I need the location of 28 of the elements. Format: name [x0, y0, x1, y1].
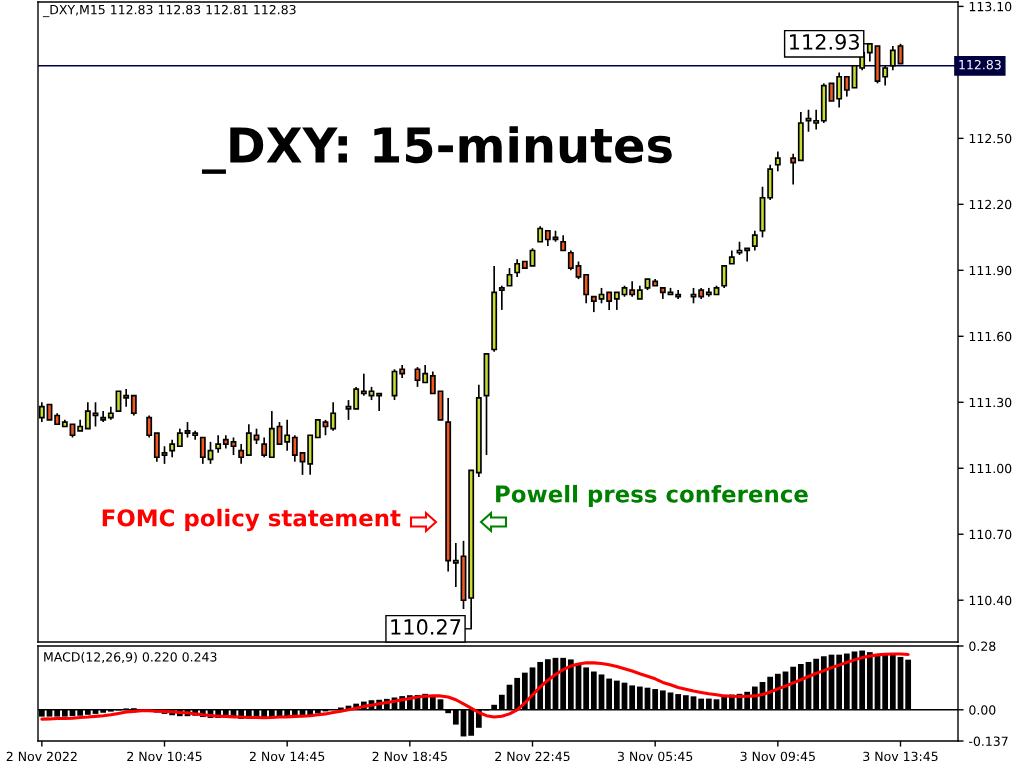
annotation: FOMC policy statement — [102, 508, 401, 532]
chart-title: MACD(12,26,9) 0.220 0.243 — [44, 651, 217, 664]
y-tick-label: 0.28 — [969, 641, 996, 651]
y-tick-label: 111.60 — [969, 331, 1012, 342]
y-tick-label: 113.10 — [969, 1, 1012, 12]
x-tick-label: 3 Nov 05:45 — [617, 751, 693, 762]
x-tick-label: 2 Nov 14:45 — [249, 751, 325, 762]
x-tick-label: 2 Nov 22:45 — [495, 751, 570, 762]
x-tick-label: 2 Nov 10:45 — [127, 751, 202, 762]
ref-line-label: 112.83 — [959, 59, 1001, 70]
y-tick-label: 112.50 — [969, 133, 1012, 144]
annotation: Powell press conference — [496, 484, 808, 508]
annotation: 112.93 — [790, 34, 859, 50]
y-tick-label: 110.70 — [969, 529, 1012, 540]
y-tick-label: -0.137 — [969, 736, 1008, 746]
y-tick-label: 111.30 — [969, 397, 1012, 408]
x-tick-label: 3 Nov 09:45 — [740, 751, 815, 762]
x-tick-label: 3 Nov 13:45 — [863, 751, 938, 762]
annotation: 110.27 — [391, 619, 461, 635]
y-tick-label: 0.00 — [969, 705, 996, 715]
text: _DXY: 15-minutes — [201, 126, 672, 174]
x-tick-label: 2 Nov 18:45 — [372, 751, 447, 762]
y-tick-label: 112.20 — [969, 199, 1012, 210]
x-tick-label: 2 Nov 2022 — [6, 751, 77, 762]
y-tick-label: 111.90 — [969, 265, 1012, 276]
chart-subtitle: _DXY,M15 112.83 112.83 112.81 112.83 — [42, 4, 296, 18]
y-tick-label: 111.00 — [969, 463, 1012, 474]
y-tick-label: 110.40 — [969, 595, 1012, 606]
